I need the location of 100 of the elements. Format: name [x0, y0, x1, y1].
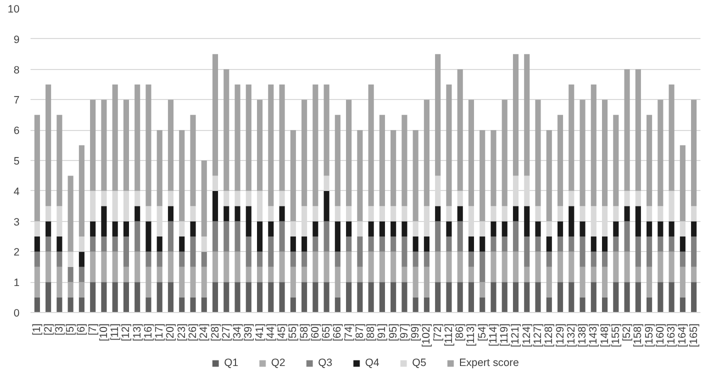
bar	[668, 84, 674, 191]
bar	[680, 236, 686, 252]
bar	[480, 236, 486, 252]
x-tick-label: [7]	[86, 323, 99, 336]
bar	[446, 221, 452, 236]
bar	[212, 54, 218, 176]
x-tick-label: [13]	[131, 323, 144, 342]
bar	[279, 84, 285, 191]
bar	[368, 282, 374, 312]
bar	[568, 206, 574, 236]
bar	[324, 252, 330, 282]
bar	[646, 206, 652, 222]
x-tick-label: [143]	[588, 323, 600, 348]
bar	[46, 84, 52, 206]
bar	[468, 100, 474, 206]
bar	[123, 282, 129, 312]
x-tick-label: [159]	[643, 323, 656, 348]
bar	[68, 282, 74, 298]
bar	[390, 221, 396, 236]
bar	[112, 236, 118, 252]
bar	[568, 252, 574, 282]
bar	[424, 100, 430, 206]
bar	[312, 206, 318, 222]
x-tick-label: [148]	[598, 323, 611, 348]
bar	[212, 252, 218, 282]
bar	[546, 266, 552, 298]
bar	[368, 84, 374, 206]
bar	[468, 206, 474, 236]
bar	[390, 236, 396, 252]
bar	[402, 206, 408, 222]
bar	[402, 221, 408, 236]
bar	[146, 252, 152, 267]
bar	[279, 282, 285, 312]
bar	[435, 206, 441, 222]
bar	[90, 221, 96, 236]
bar	[580, 236, 586, 267]
bar	[480, 282, 486, 298]
bar	[56, 114, 62, 206]
bar	[524, 282, 530, 312]
bar	[379, 236, 385, 252]
bar	[568, 84, 574, 191]
bar	[324, 84, 330, 176]
bar	[179, 266, 185, 298]
bar	[156, 206, 162, 236]
bar	[234, 221, 240, 252]
bar	[78, 236, 84, 252]
bar	[123, 221, 129, 236]
x-tick-label: [121]	[510, 323, 522, 348]
bar	[524, 54, 530, 176]
x-tick-label: [6]	[76, 323, 88, 336]
bar	[402, 236, 408, 267]
legend-label: Expert score	[459, 357, 519, 369]
bar	[646, 114, 652, 206]
bar	[535, 206, 541, 222]
bar	[290, 130, 296, 222]
bar	[290, 236, 296, 252]
bar	[146, 266, 152, 298]
bar	[668, 252, 674, 282]
bar	[268, 236, 274, 267]
bar	[435, 252, 441, 282]
bar	[302, 266, 308, 282]
bar	[224, 221, 230, 252]
bar	[446, 282, 452, 312]
bar	[324, 221, 330, 252]
bar	[457, 282, 463, 312]
bar	[234, 84, 240, 191]
bar	[490, 252, 496, 282]
bar	[101, 252, 107, 282]
bar	[512, 282, 519, 312]
bar	[134, 84, 140, 191]
bar	[234, 190, 240, 206]
bar	[78, 252, 84, 267]
bar	[412, 221, 418, 236]
bar	[156, 266, 162, 282]
bar	[424, 236, 430, 252]
bar	[34, 266, 40, 298]
bar	[134, 206, 140, 222]
bar	[502, 282, 508, 312]
bar	[56, 236, 62, 252]
x-tick-label: [164]	[676, 323, 689, 348]
bar	[646, 266, 652, 298]
bar	[268, 206, 274, 222]
bar	[368, 221, 374, 236]
x-tick-label: [1]	[31, 323, 44, 336]
bar	[56, 297, 62, 312]
bar	[691, 236, 697, 267]
bar	[390, 282, 396, 312]
bar	[312, 84, 318, 206]
bar	[268, 84, 274, 206]
bar	[190, 297, 196, 312]
bar	[90, 236, 96, 252]
bar	[123, 266, 129, 282]
y-tick-label: 0	[14, 308, 20, 320]
bar	[613, 114, 619, 206]
bar	[346, 236, 352, 252]
bar	[34, 114, 40, 222]
bar	[346, 221, 352, 236]
bar	[635, 266, 641, 282]
bar	[201, 252, 207, 267]
bar	[446, 252, 452, 282]
